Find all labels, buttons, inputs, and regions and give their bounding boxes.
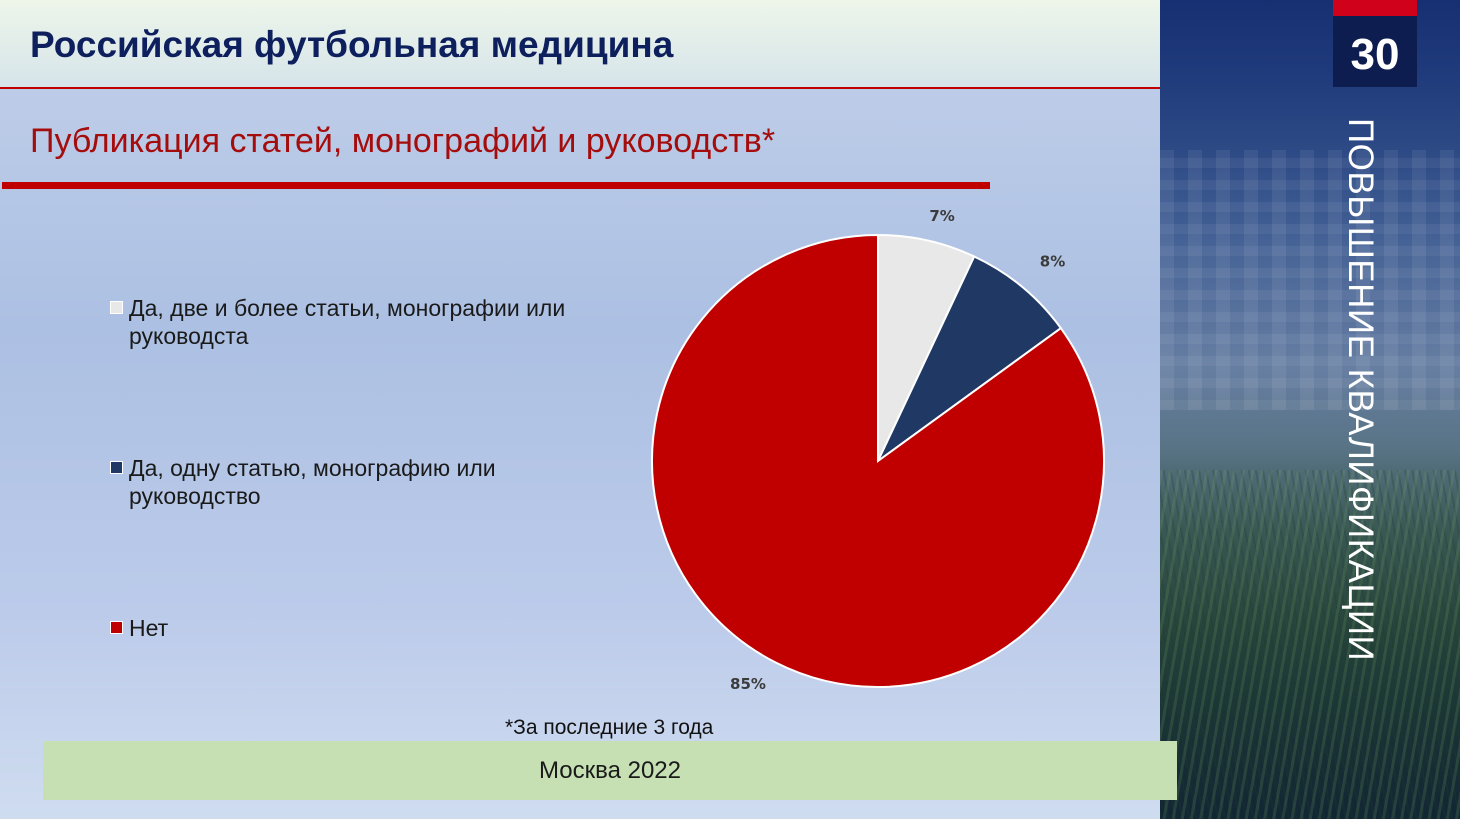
legend-item-one: Да, одну статью, монографию или руководс…	[110, 454, 570, 510]
stadium-lights-texture	[1160, 150, 1460, 410]
page-badge-accent	[1333, 0, 1417, 16]
slice-label-one: 8%	[1040, 253, 1065, 271]
footnote: *За последние 3 года	[505, 716, 714, 739]
side-panel-stadium-photo	[1160, 0, 1460, 819]
header-divider	[0, 87, 1460, 89]
page-title: Российская футбольная медицина	[30, 24, 674, 65]
slice-label-two-or-more: 7%	[929, 207, 954, 225]
legend-item-two-or-more: Да, две и более статьи, монографии или р…	[110, 294, 570, 350]
legend-label: Да, одну статью, монографию или руководс…	[129, 455, 496, 509]
footer-band	[43, 741, 1177, 800]
slice-label-no: 85%	[730, 675, 766, 693]
pie-slice-one	[877, 255, 1063, 462]
legend-item-no: Нет	[110, 614, 570, 642]
pie-slice-no	[651, 233, 1105, 688]
header-band	[0, 0, 1160, 88]
legend-label: Нет	[129, 615, 169, 641]
legend-swatch-two-or-more	[110, 301, 123, 314]
subtitle-underline	[2, 182, 990, 189]
legend-label: Да, две и более статьи, монографии или р…	[129, 295, 566, 349]
side-vertical-title: ПОВЫШЕНИЕ КВАЛИФИКАЦИИ	[1341, 118, 1380, 662]
legend-swatch-one	[110, 461, 123, 474]
turf-texture	[1160, 470, 1460, 819]
legend-swatch-no	[110, 621, 123, 634]
footer-text: Москва 2022	[539, 757, 681, 784]
pie-chart: 7% 8% 85%	[651, 207, 1105, 693]
slide-subtitle: Публикация статей, монографий и руководс…	[30, 122, 776, 160]
page-number: 30	[1350, 30, 1400, 79]
